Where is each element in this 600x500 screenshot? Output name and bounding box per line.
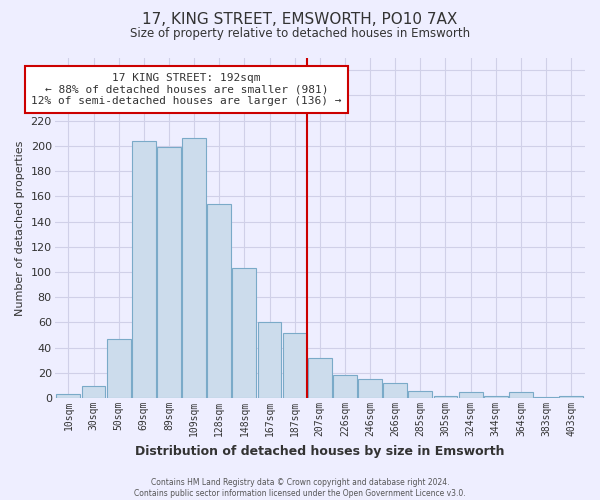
Bar	[559, 396, 583, 398]
Bar	[458, 392, 482, 398]
X-axis label: Distribution of detached houses by size in Emsworth: Distribution of detached houses by size …	[135, 444, 505, 458]
Bar	[308, 358, 332, 398]
Bar	[56, 394, 80, 398]
Bar	[132, 141, 156, 398]
Bar	[82, 386, 106, 398]
Bar	[283, 332, 307, 398]
Text: 17 KING STREET: 192sqm
← 88% of detached houses are smaller (981)
12% of semi-de: 17 KING STREET: 192sqm ← 88% of detached…	[31, 72, 342, 106]
Bar	[257, 322, 281, 398]
Bar	[534, 397, 558, 398]
Bar	[383, 383, 407, 398]
Bar	[207, 204, 231, 398]
Bar	[333, 376, 357, 398]
Text: 17, KING STREET, EMSWORTH, PO10 7AX: 17, KING STREET, EMSWORTH, PO10 7AX	[142, 12, 458, 28]
Bar	[484, 396, 508, 398]
Bar	[509, 392, 533, 398]
Text: Contains HM Land Registry data © Crown copyright and database right 2024.
Contai: Contains HM Land Registry data © Crown c…	[134, 478, 466, 498]
Bar	[157, 147, 181, 398]
Bar	[358, 379, 382, 398]
Bar	[107, 339, 131, 398]
Bar	[232, 268, 256, 398]
Y-axis label: Number of detached properties: Number of detached properties	[15, 140, 25, 316]
Text: Size of property relative to detached houses in Emsworth: Size of property relative to detached ho…	[130, 28, 470, 40]
Bar	[409, 390, 432, 398]
Bar	[182, 138, 206, 398]
Bar	[434, 396, 457, 398]
